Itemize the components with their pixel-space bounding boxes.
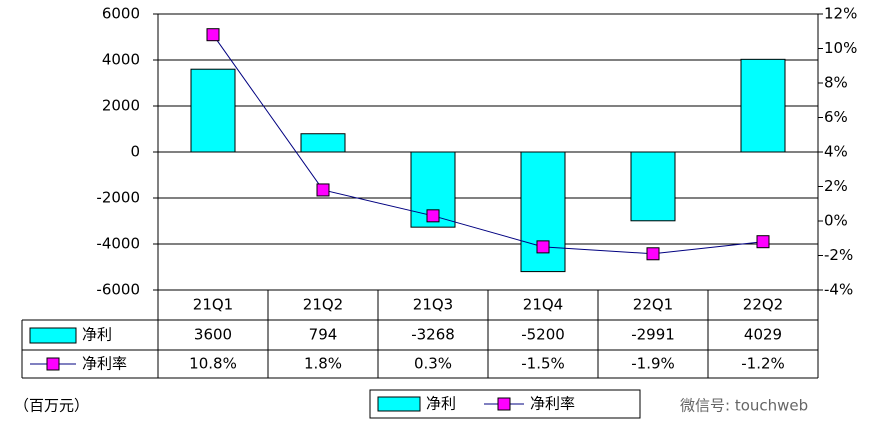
marker bbox=[426, 209, 440, 223]
table-value: 10.8% bbox=[189, 355, 237, 373]
table-value: -1.2% bbox=[741, 355, 785, 373]
y2-tick-label: 8% bbox=[824, 74, 848, 92]
y-tick-label: 4000 bbox=[102, 51, 140, 69]
bar bbox=[740, 58, 786, 153]
legend-key bbox=[497, 397, 511, 411]
marker bbox=[536, 240, 550, 254]
bar bbox=[190, 68, 236, 153]
table-value: 3600 bbox=[194, 326, 232, 344]
x-tick-label: 21Q3 bbox=[413, 296, 453, 314]
unit-label: （百万元） bbox=[14, 397, 89, 415]
table-value: 0.3% bbox=[414, 355, 452, 373]
y2-tick-label: 12% bbox=[824, 5, 857, 23]
marker bbox=[756, 235, 770, 249]
table-row-label: 净利率 bbox=[82, 355, 127, 373]
y2-tick-label: 10% bbox=[824, 39, 857, 57]
y-tick-label: 0 bbox=[130, 143, 140, 161]
y2-tick-label: 4% bbox=[824, 143, 848, 161]
y2-tick-label: 0% bbox=[824, 212, 848, 230]
y2-tick-label: -4% bbox=[824, 281, 853, 299]
legend-key bbox=[377, 396, 421, 412]
table-value: -1.9% bbox=[631, 355, 675, 373]
bar bbox=[520, 151, 566, 273]
table-key bbox=[29, 327, 77, 344]
y2-tick-label: -2% bbox=[824, 246, 853, 264]
x-tick-label: 21Q1 bbox=[193, 296, 233, 314]
table-value: 794 bbox=[309, 326, 338, 344]
y-tick-label: -6000 bbox=[96, 281, 140, 299]
x-tick-label: 22Q1 bbox=[633, 296, 673, 314]
x-tick-label: 21Q2 bbox=[303, 296, 343, 314]
x-tick-label: 22Q2 bbox=[743, 296, 783, 314]
table-value: -2991 bbox=[631, 326, 675, 344]
y-tick-label: -2000 bbox=[96, 189, 140, 207]
table-value: -1.5% bbox=[521, 355, 565, 373]
bar bbox=[300, 133, 346, 153]
table-row-label: 净利 bbox=[82, 326, 112, 344]
watermark: 微信号: touchweb bbox=[680, 397, 808, 415]
line bbox=[212, 34, 764, 255]
bar bbox=[630, 151, 676, 222]
table-key bbox=[46, 357, 60, 371]
table-value: 4029 bbox=[744, 326, 782, 344]
legend-label: 净利 bbox=[426, 395, 456, 413]
y-tick-label: 2000 bbox=[102, 97, 140, 115]
y2-tick-label: 6% bbox=[824, 108, 848, 126]
table-value: -5200 bbox=[521, 326, 565, 344]
table-value: -3268 bbox=[411, 326, 455, 344]
marker bbox=[646, 247, 660, 261]
marker bbox=[316, 183, 330, 197]
y-tick-label: -4000 bbox=[96, 235, 140, 253]
y2-tick-label: 2% bbox=[824, 177, 848, 195]
x-tick-label: 21Q4 bbox=[523, 296, 563, 314]
table-value: 1.8% bbox=[304, 355, 342, 373]
marker bbox=[206, 28, 220, 42]
y-tick-label: 6000 bbox=[102, 5, 140, 23]
legend-label: 净利率 bbox=[530, 395, 575, 413]
